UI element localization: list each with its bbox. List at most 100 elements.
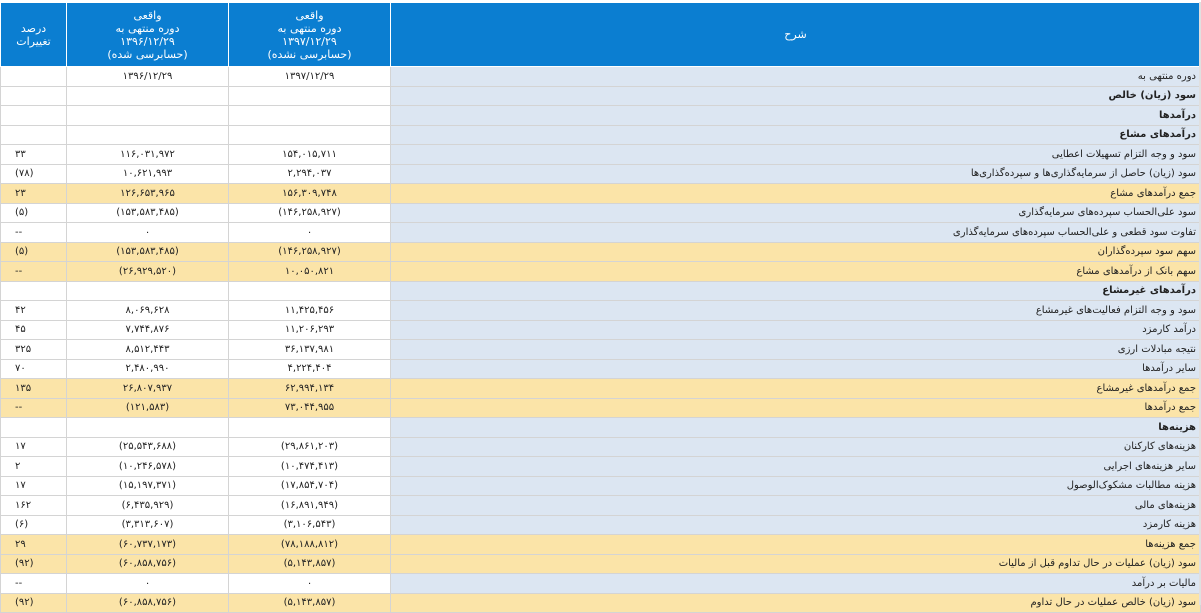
scrollbar-track[interactable] xyxy=(1199,2,1201,605)
cell-value-1396 xyxy=(66,85,229,106)
cell-value-1396: ۰ xyxy=(66,222,229,243)
cell-pct-change: ۳۲۵ xyxy=(0,339,67,360)
table-row[interactable]: ۳۳ ۱۱۶,۰۳۱,۹۷۲ ۱۵۴,۰۱۵,۷۱۱ سود و وجه التزام… xyxy=(0,144,1201,165)
table-row[interactable]: (۷۸) ۱۰,۶۲۱,۹۹۳ ۲,۲۹۴,۰۳۷ سود (زیان) حاصل ا… xyxy=(0,163,1201,184)
table-row[interactable]: ۴۲ ۸,۰۶۹,۶۲۸ ۱۱,۴۲۵,۴۵۶ سود و وجه التزام فع… xyxy=(0,300,1201,321)
cell-value-1396: ۲۶,۸۰۷,۹۳۷ xyxy=(66,378,229,399)
cell-description: سایر درآمدها xyxy=(390,358,1201,379)
header-pct-line2: تغییرات xyxy=(16,34,51,48)
cell-description: هزینه کارمزد xyxy=(390,514,1201,535)
table-row[interactable]: -- ۰ ۰ مالیات بر درآمد xyxy=(0,573,1201,594)
cell-value-1397: (۱۶,۸۹۱,۹۴۹) xyxy=(228,495,391,516)
cell-value-1396: (۶,۴۳۵,۹۲۹) xyxy=(66,495,229,516)
cell-pct-change: ۴۲ xyxy=(0,300,67,321)
cell-value-1396: ۱۰,۶۲۱,۹۹۳ xyxy=(66,163,229,184)
table-row[interactable]: ۴۵ ۷,۷۴۴,۸۷۶ ۱۱,۲۰۶,۲۹۳ درآمد کارمزد xyxy=(0,319,1201,340)
cell-description: نتیجه مبادلات ارزی xyxy=(390,339,1201,360)
cell-pct-change: (۷۸) xyxy=(0,163,67,184)
table-row[interactable]: (۵) (۱۵۳,۵۸۳,۴۸۵) (۱۴۶,۲۵۸,۹۲۷) سهم سود سپر… xyxy=(0,241,1201,262)
header-1396-line2: دوره منتهی به xyxy=(115,21,180,35)
cell-pct-change: ۷۰ xyxy=(0,358,67,379)
table-row[interactable]: درآمدهای غیرمشاع xyxy=(0,280,1201,301)
cell-value-1396: (۱۲۱,۵۸۳) xyxy=(66,397,229,418)
table-row[interactable]: -- (۱۲۱,۵۸۳) ۷۳,۰۴۴,۹۵۵ جمع درآمدها xyxy=(0,397,1201,418)
cell-value-1397: (۱۴۶,۲۵۸,۹۲۷) xyxy=(228,202,391,223)
cell-value-1396: (۱۵۳,۵۸۳,۴۸۵) xyxy=(66,202,229,223)
cell-description: هزینه مطالبات مشکوک‌الوصول xyxy=(390,475,1201,496)
cell-value-1397: (۱۴۶,۲۵۸,۹۲۷) xyxy=(228,241,391,262)
cell-value-1396: ۱۳۹۶/۱۲/۲۹ xyxy=(66,66,229,87)
cell-value-1396: (۶۰,۸۵۸,۷۵۶) xyxy=(66,592,229,613)
cell-pct-change: (۶) xyxy=(0,514,67,535)
cell-description: هزینه‌های مالی xyxy=(390,495,1201,516)
cell-value-1396 xyxy=(66,105,229,126)
cell-value-1396: (۱۵۳,۵۸۳,۴۸۵) xyxy=(66,241,229,262)
cell-description: دوره منتهی به xyxy=(390,66,1201,87)
table-row[interactable]: درآمدها xyxy=(0,105,1201,126)
cell-value-1396 xyxy=(66,124,229,145)
header-1397-line4: (حسابرسی نشده) xyxy=(267,47,352,61)
cell-description: درآمدها xyxy=(390,105,1201,126)
cell-pct-change xyxy=(0,105,67,126)
cell-description: درآمد کارمزد xyxy=(390,319,1201,340)
cell-pct-change: ۲۹ xyxy=(0,534,67,555)
cell-value-1397: (۵,۱۴۳,۸۵۷) xyxy=(228,592,391,613)
table-row[interactable]: ۱۳۵ ۲۶,۸۰۷,۹۳۷ ۶۲,۹۹۴,۱۳۴ جمع درآمدهای غیرم… xyxy=(0,378,1201,399)
table-row[interactable]: درآمدهای مشاع xyxy=(0,124,1201,145)
cell-value-1396: ۰ xyxy=(66,573,229,594)
cell-value-1396: (۲۶,۹۲۹,۵۲۰) xyxy=(66,261,229,282)
cell-description: سود (زیان) عملیات در حال تداوم قبل از ما… xyxy=(390,553,1201,574)
header-1396-line3: ۱۳۹۶/۱۲/۲۹ xyxy=(120,34,175,48)
table-row[interactable]: ۷۰ ۲,۴۸۰,۹۹۰ ۴,۲۲۴,۴۰۴ سایر درآمدها xyxy=(0,358,1201,379)
table-row[interactable]: ۱۳۹۶/۱۲/۲۹ ۱۳۹۷/۱۲/۲۹ دوره منتهی به xyxy=(0,66,1201,87)
cell-value-1397: ۱۱,۲۰۶,۲۹۳ xyxy=(228,319,391,340)
table-row[interactable]: ۱۶۲ (۶,۴۳۵,۹۲۹) (۱۶,۸۹۱,۹۴۹) هزینه‌های مالی xyxy=(0,495,1201,516)
header-period-1397[interactable]: واقعی دوره منتهی به ۱۳۹۷/۱۲/۲۹ (حسابرسی … xyxy=(228,2,391,67)
cell-description: جمع درآمدها xyxy=(390,397,1201,418)
table-row[interactable]: (۵) (۱۵۳,۵۸۳,۴۸۵) (۱۴۶,۲۵۸,۹۲۷) سود علی‌الح… xyxy=(0,202,1201,223)
table-row[interactable]: ۲۹ (۶۰,۷۳۷,۱۷۳) (۷۸,۱۸۸,۸۱۲) جمع هزینه‌ها xyxy=(0,534,1201,555)
header-pct-change[interactable]: درصد تغییرات xyxy=(0,2,67,67)
cell-value-1397: ۱۳۹۷/۱۲/۲۹ xyxy=(228,66,391,87)
table-row[interactable]: -- ۰ ۰ تفاوت سود قطعی و علی‌الحساب سپرده‌ها… xyxy=(0,222,1201,243)
cell-value-1397 xyxy=(228,124,391,145)
cell-value-1397 xyxy=(228,280,391,301)
table-row[interactable]: (۶) (۳,۳۱۳,۶۰۷) (۳,۱۰۶,۵۴۳) هزینه کارمزد xyxy=(0,514,1201,535)
table-row[interactable]: (۹۲) (۶۰,۸۵۸,۷۵۶) (۵,۱۴۳,۸۵۷) سود (زیان) خا… xyxy=(0,592,1201,613)
cell-pct-change: -- xyxy=(0,222,67,243)
header-1397-line1: واقعی xyxy=(295,8,324,22)
cell-pct-change: ۲۳ xyxy=(0,183,67,204)
table-row[interactable]: ۲ (۱۰,۲۴۶,۵۷۸) (۱۰,۴۷۴,۴۱۳) سایر هزینه‌های … xyxy=(0,456,1201,477)
cell-pct-change: (۵) xyxy=(0,241,67,262)
header-description[interactable]: شرح xyxy=(390,2,1201,67)
cell-value-1397 xyxy=(228,85,391,106)
table-row[interactable]: ۱۷ (۱۵,۱۹۷,۳۷۱) (۱۷,۸۵۴,۷۰۴) هزینه مطالبات … xyxy=(0,475,1201,496)
header-period-1396[interactable]: واقعی دوره منتهی به ۱۳۹۶/۱۲/۲۹ (حسابرسی … xyxy=(66,2,229,67)
cell-description: هزینه‌های کارکنان xyxy=(390,436,1201,457)
header-1397-line3: ۱۳۹۷/۱۲/۲۹ xyxy=(282,34,337,48)
cell-pct-change: ۲ xyxy=(0,456,67,477)
cell-value-1396: (۳,۳۱۳,۶۰۷) xyxy=(66,514,229,535)
top-border xyxy=(0,0,1201,2)
cell-description: هزینه‌ها xyxy=(390,417,1201,438)
cell-value-1397 xyxy=(228,417,391,438)
cell-value-1396 xyxy=(66,280,229,301)
cell-value-1396: ۲,۴۸۰,۹۹۰ xyxy=(66,358,229,379)
cell-value-1397: (۵,۱۴۳,۸۵۷) xyxy=(228,553,391,574)
table-row[interactable]: (۹۲) (۶۰,۸۵۸,۷۵۶) (۵,۱۴۳,۸۵۷) سود (زیان) عم… xyxy=(0,553,1201,574)
table-row[interactable]: ۳۲۵ ۸,۵۱۲,۴۴۳ ۳۶,۱۳۷,۹۸۱ نتیجه مبادلات ارزی xyxy=(0,339,1201,360)
cell-description: سود و وجه التزام فعالیت‌های غیرمشاع xyxy=(390,300,1201,321)
table-row[interactable]: ۱۷ (۲۵,۵۴۳,۶۸۸) (۲۹,۸۶۱,۲۰۳) هزینه‌های کارک… xyxy=(0,436,1201,457)
cell-value-1396: ۷,۷۴۴,۸۷۶ xyxy=(66,319,229,340)
table-row[interactable]: سود (زیان) خالص xyxy=(0,85,1201,106)
header-1396-line1: واقعی xyxy=(133,8,162,22)
cell-value-1397: ۶۲,۹۹۴,۱۳۴ xyxy=(228,378,391,399)
cell-pct-change xyxy=(0,280,67,301)
cell-pct-change xyxy=(0,417,67,438)
cell-value-1397: (۱۰,۴۷۴,۴۱۳) xyxy=(228,456,391,477)
table-row[interactable]: -- (۲۶,۹۲۹,۵۲۰) ۱۰,۰۵۰,۸۲۱ سهم بانک از درآم… xyxy=(0,261,1201,282)
table-row[interactable]: ۲۳ ۱۲۶,۶۵۳,۹۶۵ ۱۵۶,۳۰۹,۷۴۸ جمع درآمدهای مشا… xyxy=(0,183,1201,204)
table-row[interactable]: هزینه‌ها xyxy=(0,417,1201,438)
cell-value-1397: ۷۳,۰۴۴,۹۵۵ xyxy=(228,397,391,418)
